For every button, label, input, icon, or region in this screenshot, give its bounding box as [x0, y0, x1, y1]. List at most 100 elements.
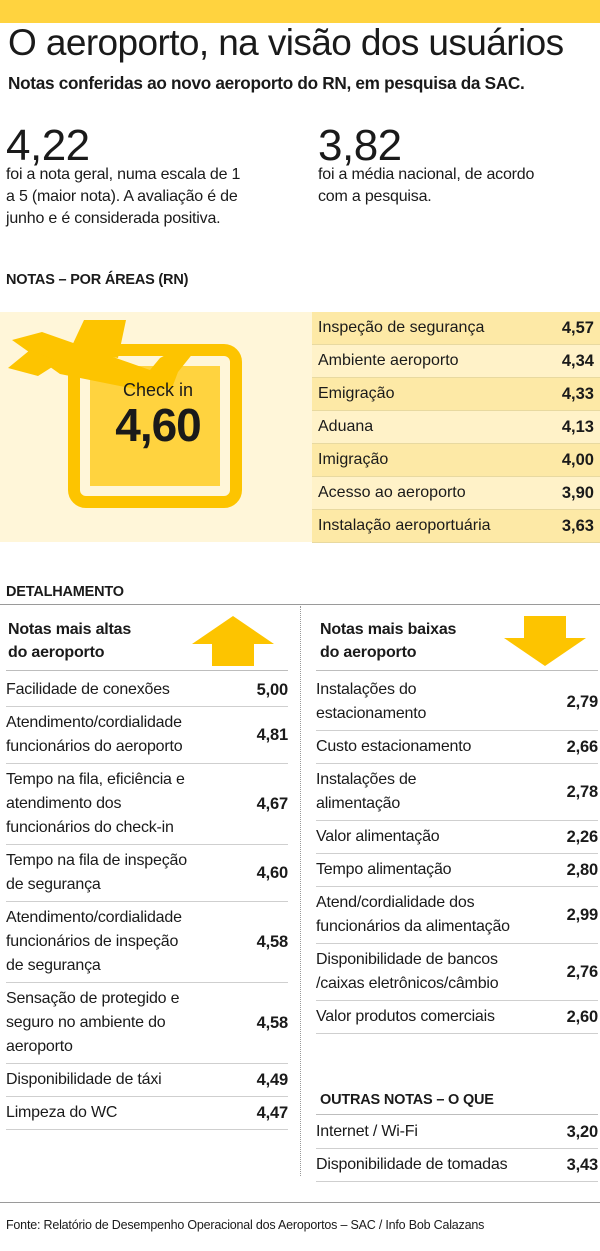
- lowest-row: Custo estacionamento 2,66: [316, 731, 598, 764]
- highest-value: 5,00: [256, 681, 289, 699]
- area-value: 4,34: [561, 351, 594, 370]
- area-row: Emigração 4,33: [312, 378, 600, 411]
- overall-score-text: foi a nota geral, numa escala de 1 a 5 (…: [6, 166, 241, 227]
- lowest-value: 2,60: [566, 1008, 599, 1026]
- detail-divider: [0, 604, 600, 605]
- lowest-label: Disponibilidade de bancos /caixas eletrô…: [316, 951, 499, 992]
- lowest-label: Valor alimentação: [316, 828, 440, 845]
- area-value: 4,33: [561, 384, 594, 403]
- highest-row: Limpeza do WC 4,47: [6, 1097, 288, 1130]
- arrow-up-icon: [192, 616, 274, 666]
- area-label: Inspeção de segurança: [318, 319, 485, 336]
- area-value: 4,57: [561, 318, 594, 337]
- area-value: 3,63: [561, 516, 594, 535]
- area-label: Imigração: [318, 451, 389, 468]
- areas-heading: NOTAS – POR ÁREAS (RN): [6, 272, 189, 288]
- bottom-accent-bar: [0, 14, 600, 23]
- national-average: 3,82: [318, 121, 402, 170]
- page-subtitle: Notas conferidas ao novo aeroporto do RN…: [8, 73, 525, 93]
- highest-row: Facilidade de conexões 5,00: [6, 674, 288, 707]
- lowest-row: Valor alimentação 2,26: [316, 821, 598, 854]
- highest-row: Sensação de protegido e seguro no ambien…: [6, 983, 288, 1064]
- overall-score: 4,22: [6, 121, 90, 170]
- area-value: 4,00: [561, 450, 594, 469]
- page-title: O aeroporto, na visão dos usuários: [8, 22, 564, 63]
- highest-value: 4,58: [256, 1014, 289, 1032]
- highest-row: Atendimento/cordialidade funcionários do…: [6, 707, 288, 764]
- lowest-row: Atend/cordialidade dos funcionários da a…: [316, 887, 598, 944]
- highest-label: Tempo na fila de inspeção de segurança: [6, 852, 187, 893]
- area-label: Aduana: [318, 418, 374, 435]
- area-row: Ambiente aeroporto 4,34: [312, 345, 600, 378]
- other-label: Internet / Wi-Fi: [316, 1123, 418, 1140]
- area-value: 3,90: [561, 483, 594, 502]
- lowest-label: Instalações do estacionamento: [316, 681, 427, 722]
- highest-value: 4,67: [256, 795, 289, 813]
- lowest-label: Custo estacionamento: [316, 738, 472, 755]
- checkin-label: Check in: [122, 380, 194, 400]
- others-heading: OUTRAS NOTAS – O QUE: [320, 1092, 494, 1108]
- lowest-label: Valor produtos comerciais: [316, 1008, 495, 1025]
- highest-head-line: [6, 670, 288, 671]
- other-label: Disponibilidade de tomadas: [316, 1156, 508, 1173]
- highest-row: Disponibilidade de táxi 4,49: [6, 1064, 288, 1097]
- area-label: Emigração: [318, 385, 395, 402]
- other-value: 3,43: [566, 1156, 599, 1174]
- highest-value: 4,81: [256, 726, 289, 744]
- lowest-value: 2,79: [566, 693, 599, 711]
- column-divider: [300, 606, 301, 1176]
- lowest-label: Atend/cordialidade dos funcionários da a…: [316, 894, 510, 935]
- highest-heading: Notas mais altas do aeroporto: [8, 621, 132, 661]
- footer-divider: [0, 1202, 600, 1203]
- highest-row: Tempo na fila, eficiência e atendimento …: [6, 764, 288, 845]
- area-row: Inspeção de segurança 4,57: [312, 312, 600, 345]
- lowest-value: 2,78: [566, 783, 599, 801]
- national-average-text: foi a média nacional, de acordo com a pe…: [318, 166, 535, 205]
- lowest-value: 2,66: [566, 738, 599, 756]
- area-row: Aduana 4,13: [312, 411, 600, 444]
- lowest-label: Instalações de alimentação: [316, 771, 417, 812]
- detail-heading: DETALHAMENTO: [6, 584, 124, 600]
- lowest-head-line: [316, 670, 598, 671]
- lowest-row: Tempo alimentação 2,80: [316, 854, 598, 887]
- lowest-row: Instalações de alimentação 2,78: [316, 764, 598, 821]
- lowest-value: 2,80: [566, 861, 599, 879]
- area-label: Ambiente aeroporto: [318, 352, 459, 369]
- lowest-row: Disponibilidade de bancos /caixas eletrô…: [316, 944, 598, 1001]
- highest-label: Facilidade de conexões: [6, 681, 170, 698]
- highest-row: Atendimento/cordialidade funcionários de…: [6, 902, 288, 983]
- lowest-value: 2,26: [566, 828, 599, 846]
- lowest-value: 2,99: [566, 906, 599, 924]
- highest-value: 4,60: [256, 864, 289, 882]
- highest-row: Tempo na fila de inspeção de segurança 4,…: [6, 845, 288, 902]
- highest-label: Sensação de protegido e seguro no ambien…: [6, 990, 180, 1055]
- source-footer: Fonte: Relatório de Desempenho Operacion…: [6, 1218, 485, 1232]
- highest-value: 4,47: [256, 1104, 289, 1122]
- highest-label: Atendimento/cordialidade funcionários do…: [6, 714, 183, 755]
- highest-label: Tempo na fila, eficiência e atendimento …: [6, 771, 185, 836]
- area-value: 4,13: [561, 417, 594, 436]
- lowest-row: Instalações do estacionamento 2,79: [316, 674, 598, 731]
- other-value: 3,20: [566, 1123, 599, 1141]
- area-row: Instalação aeroportuária 3,63: [312, 510, 600, 543]
- highest-value: 4,49: [256, 1071, 289, 1089]
- lowest-row: Valor produtos comerciais 2,60: [316, 1001, 598, 1034]
- lowest-value: 2,76: [566, 963, 599, 981]
- top-accent-bar: [0, 0, 600, 14]
- highest-label: Atendimento/cordialidade funcionários de…: [6, 909, 182, 974]
- arrow-down-icon: [504, 616, 586, 666]
- area-row: Imigração 4,00: [312, 444, 600, 477]
- lowest-heading: Notas mais baixas do aeroporto: [320, 621, 457, 661]
- highest-value: 4,58: [256, 933, 289, 951]
- other-row: Internet / Wi-Fi 3,20: [316, 1116, 598, 1149]
- area-row: Acesso ao aeroporto 3,90: [312, 477, 600, 510]
- area-label: Acesso ao aeroporto: [318, 484, 466, 501]
- other-row: Disponibilidade de tomadas 3,43: [316, 1149, 598, 1182]
- checkin-value: 4,60: [115, 399, 202, 451]
- others-head-line: [316, 1114, 598, 1115]
- airplane-screen-icon: [8, 320, 242, 508]
- highest-label: Limpeza do WC: [6, 1104, 118, 1121]
- lowest-label: Tempo alimentação: [316, 861, 452, 878]
- highest-label: Disponibilidade de táxi: [6, 1071, 162, 1088]
- area-label: Instalação aeroportuária: [318, 517, 491, 534]
